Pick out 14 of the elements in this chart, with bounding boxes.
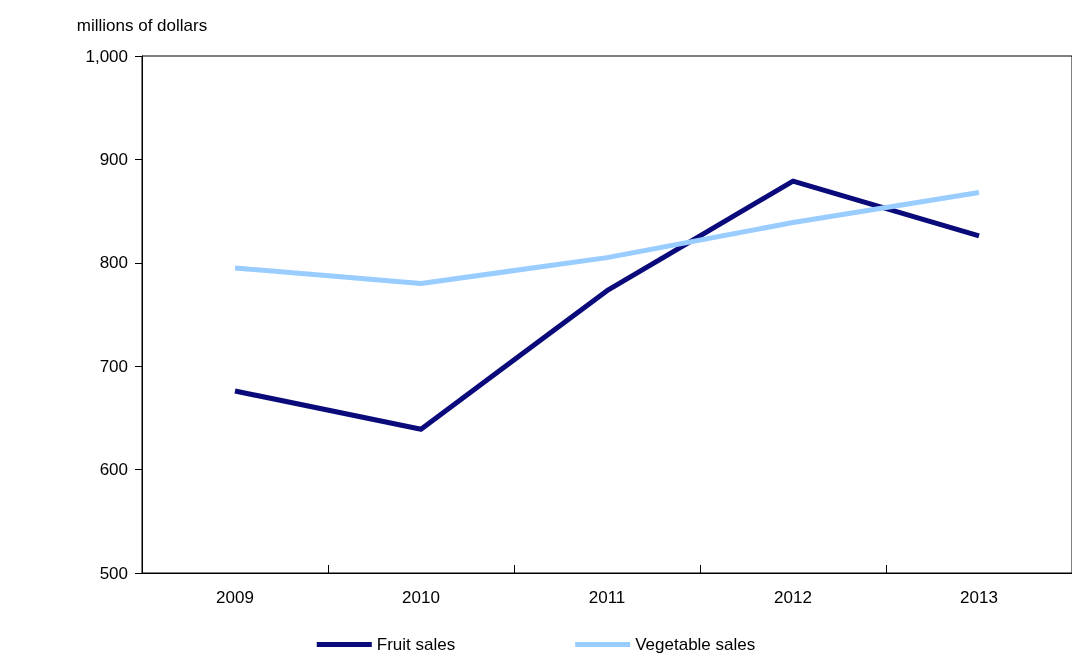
y-axis-title: millions of dollars: [76, 16, 208, 35]
y-tick-label: 900: [99, 149, 128, 169]
legend-label: Fruit sales: [376, 635, 456, 654]
y-tick-label: 600: [99, 460, 128, 480]
y-tick-label: 1,000: [85, 46, 128, 66]
x-tick-label: 2013: [960, 588, 998, 607]
y-tick-label: 700: [99, 356, 128, 376]
x-tick-label: 2012: [774, 588, 812, 607]
x-tick-label: 2010: [402, 588, 440, 607]
x-tick-label: 2009: [216, 588, 254, 607]
y-tick-label: 500: [99, 563, 128, 583]
x-tick-label: 2011: [588, 588, 626, 607]
legend-label: Vegetable sales: [635, 635, 756, 654]
y-tick-label: 800: [99, 253, 128, 273]
